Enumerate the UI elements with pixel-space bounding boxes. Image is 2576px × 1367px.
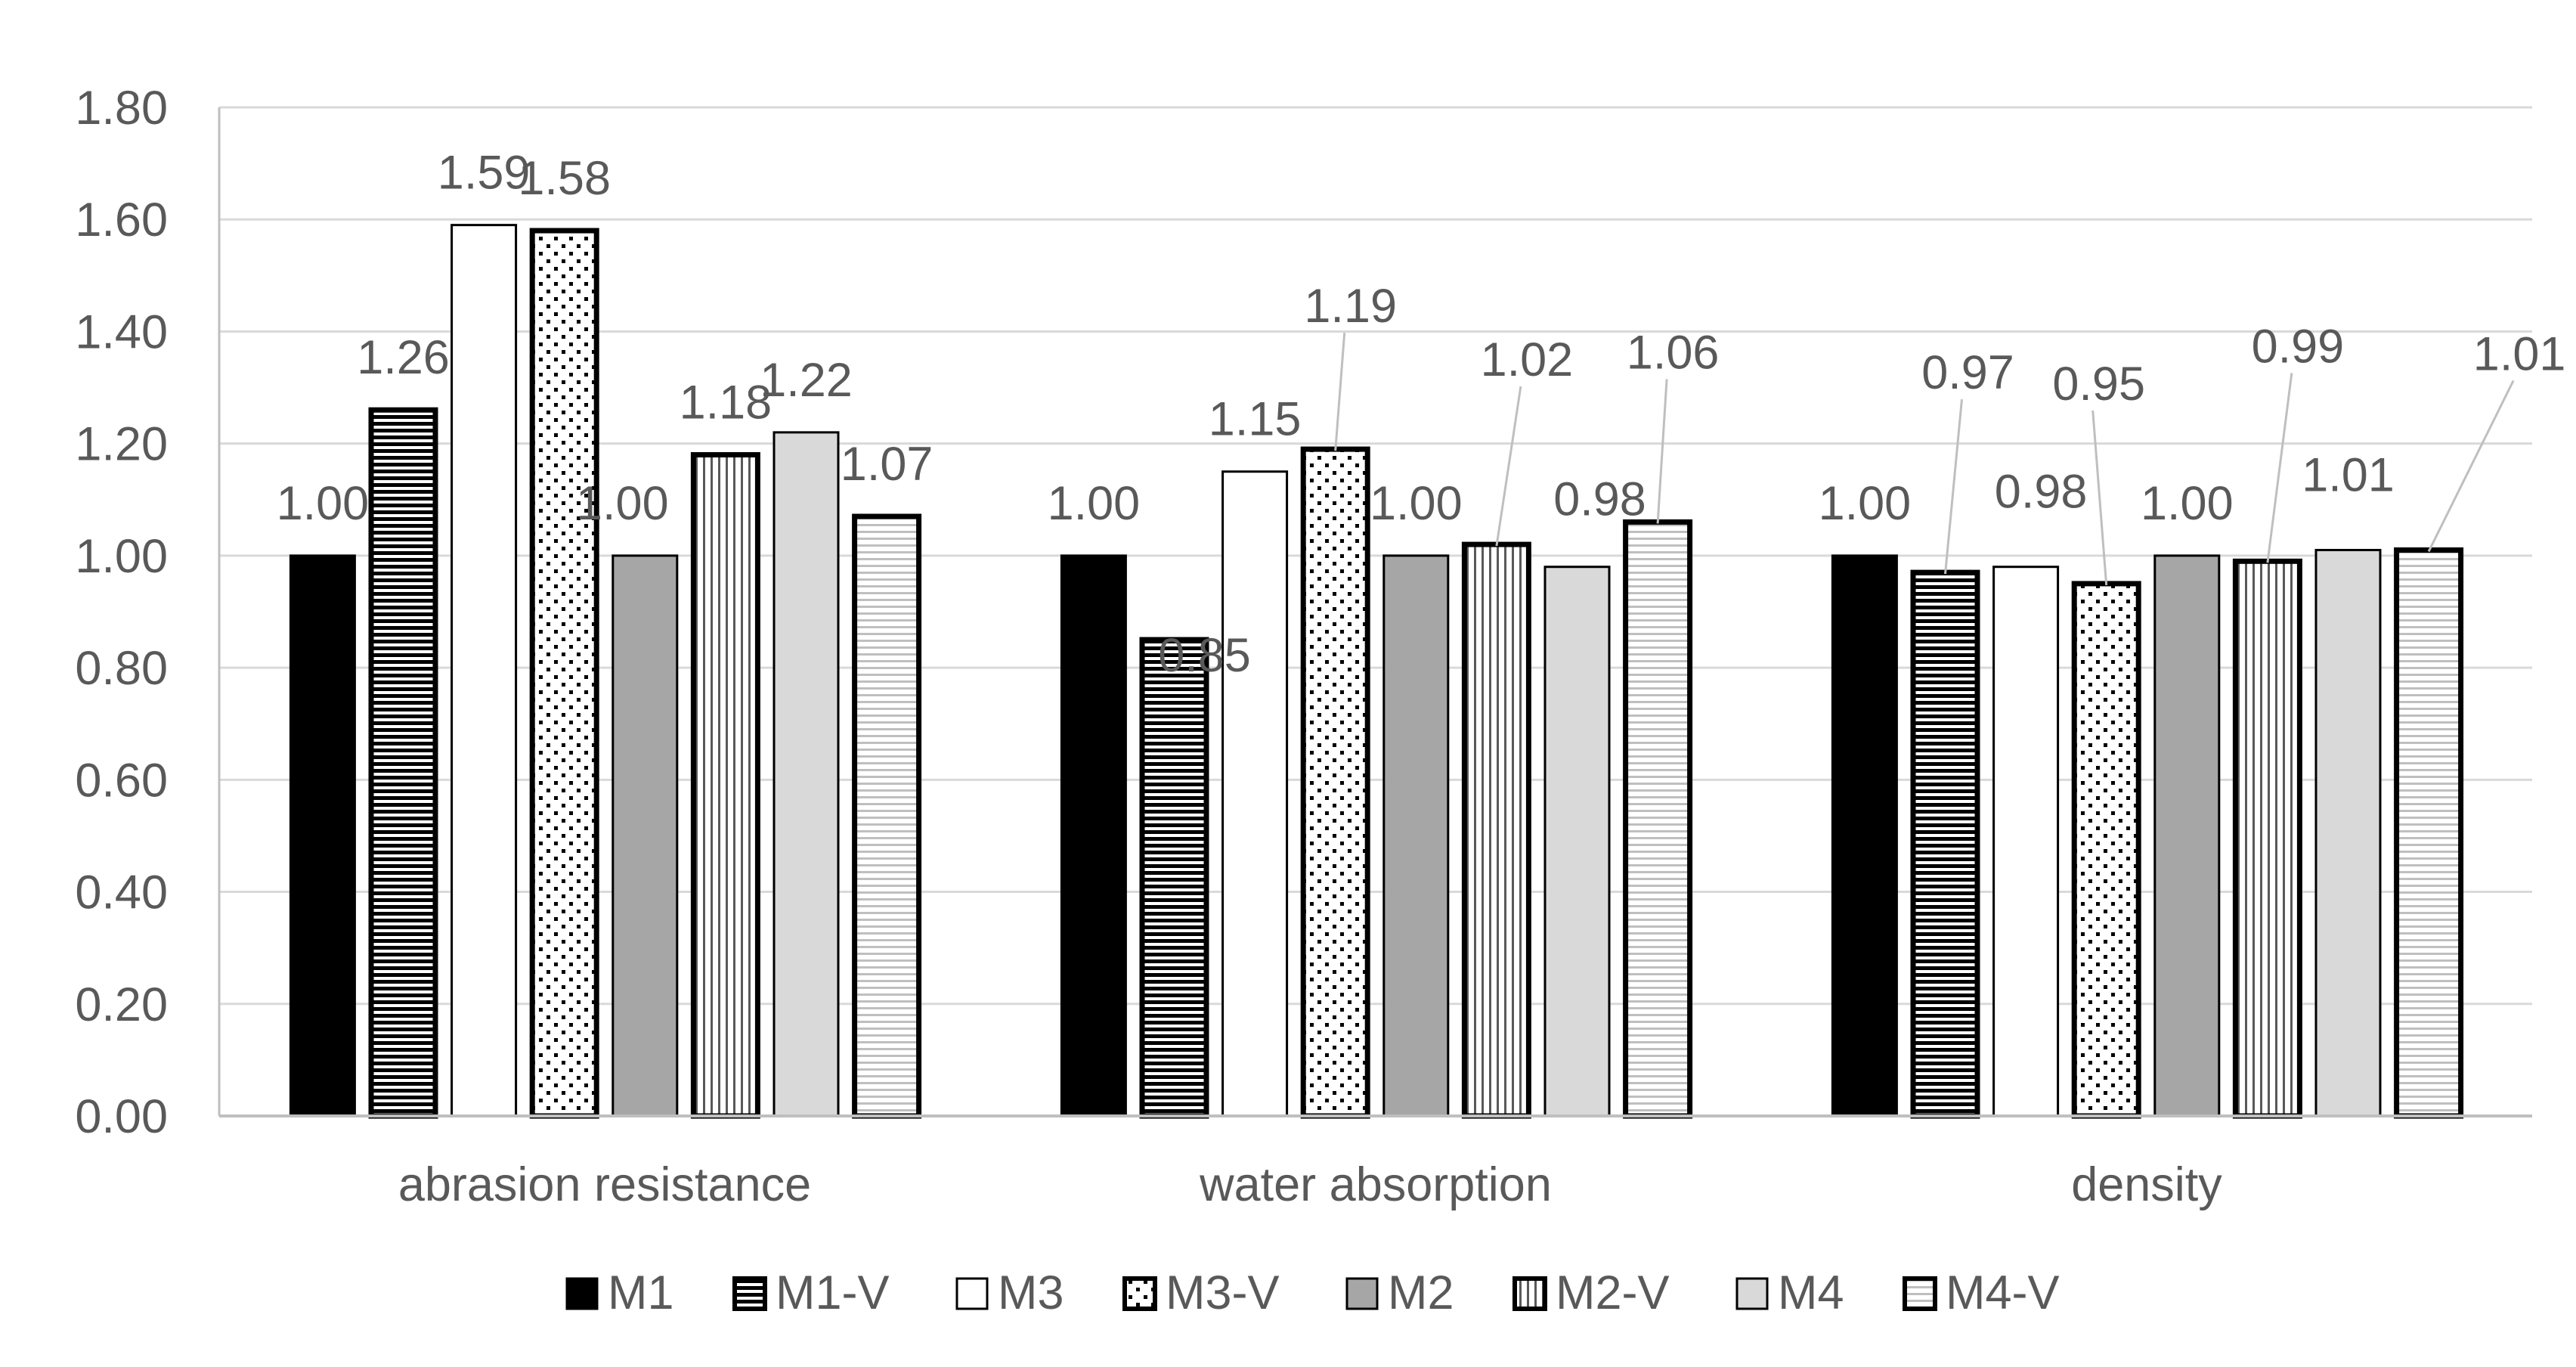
bar-m4-v-1 <box>1626 522 1690 1116</box>
bar-m2-v-1 <box>1464 544 1528 1116</box>
data-label-m4-2: 1.01 <box>2302 448 2395 501</box>
y-tick-label: 0.40 <box>75 866 168 919</box>
legend-item-m4-v: M4-V <box>1905 1266 2060 1319</box>
legend-label: M3 <box>998 1266 1064 1319</box>
data-label-m1-v-2: 0.97 <box>1921 346 2014 399</box>
leader-line <box>1658 379 1667 523</box>
data-label-m2-0: 1.00 <box>576 477 669 530</box>
data-label-m3-2: 0.98 <box>1995 466 2088 519</box>
legend-label: M4-V <box>1946 1266 2060 1319</box>
leader-line <box>2093 411 2107 585</box>
y-tick-label: 0.60 <box>75 754 168 807</box>
data-label-m2-1: 1.00 <box>1370 477 1463 530</box>
y-tick-label: 1.60 <box>75 194 168 246</box>
legend-label: M3-V <box>1166 1266 1280 1319</box>
leader-line <box>1497 386 1521 546</box>
y-tick-label: 0.00 <box>75 1090 168 1143</box>
bar-m1-1 <box>1061 556 1125 1116</box>
legend-item-m2-v: M2-V <box>1515 1266 1670 1319</box>
bar-m4-2 <box>2316 550 2380 1116</box>
bar-m2-1 <box>1384 556 1448 1116</box>
bar-m3-v-2 <box>2074 584 2138 1116</box>
y-tick-label: 1.40 <box>75 305 168 358</box>
bar-m2-0 <box>613 556 677 1116</box>
data-label-m1-2: 1.00 <box>1819 477 1912 530</box>
bar-chart: 0.00 0.20 0.40 0.60 0.80 1.00 1.20 1.40 1.60 1.80… <box>0 0 2576 1367</box>
bar-m3-1 <box>1223 472 1287 1116</box>
legend-label: M2-V <box>1556 1266 1670 1319</box>
legend-item-m1-v: M1-V <box>735 1266 890 1319</box>
bar-m2-v-0 <box>693 454 757 1116</box>
data-label-m2-v-0: 1.18 <box>680 376 772 429</box>
bar-m2-2 <box>2155 556 2219 1116</box>
data-label-m4-v-2: 1.01 <box>2473 327 2566 380</box>
bar-m1-2 <box>1832 556 1896 1116</box>
data-label-m3-1: 1.15 <box>1209 393 1302 446</box>
leader-line <box>2429 380 2513 551</box>
legend-item-m1: M1 <box>567 1266 674 1319</box>
data-label-m4-v-0: 1.07 <box>841 438 933 491</box>
bar-m4-0 <box>774 432 838 1116</box>
bar-m1-0 <box>290 556 355 1116</box>
category-label: abrasion resistance <box>398 1158 811 1211</box>
y-tick-label: 0.80 <box>75 642 168 695</box>
data-label-m1-1: 1.00 <box>1048 477 1141 530</box>
bar-m3-2 <box>1994 567 2058 1116</box>
data-label-m2-2: 1.00 <box>2141 477 2234 530</box>
data-label-m1-v-0: 1.26 <box>357 331 450 384</box>
data-label-m2-v-1: 1.02 <box>1481 333 1574 386</box>
bar-m4-v-2 <box>2397 550 2461 1116</box>
y-axis-tick-labels: 0.00 0.20 0.40 0.60 0.80 1.00 1.20 1.40 1.60 1.80 <box>75 82 168 1143</box>
y-tick-label: 1.80 <box>75 82 168 135</box>
legend-swatch <box>567 1279 597 1309</box>
legend-item-m3: M3 <box>957 1266 1064 1319</box>
y-tick-label: 1.00 <box>75 530 168 583</box>
data-label-m4-0: 1.22 <box>760 354 853 407</box>
leader-line <box>2268 373 2292 563</box>
data-label-m2-v-2: 0.99 <box>2252 320 2345 373</box>
bar-m1-v-1 <box>1142 640 1206 1116</box>
bar-m3-v-1 <box>1303 449 1367 1116</box>
legend-swatch <box>1515 1279 1545 1309</box>
legend-label: M1-V <box>776 1266 890 1319</box>
legend-swatch <box>1737 1279 1767 1309</box>
legend-swatch <box>957 1279 987 1309</box>
legend-item-m2: M2 <box>1347 1266 1454 1319</box>
legend-item-m3-v: M3-V <box>1125 1266 1280 1319</box>
legend-label: M4 <box>1778 1266 1844 1319</box>
category-label: density <box>2071 1158 2222 1211</box>
data-label-m4-1: 0.98 <box>1553 473 1646 526</box>
legend-swatch <box>735 1279 765 1309</box>
legend-item-m4: M4 <box>1737 1266 1844 1319</box>
bar-m1-v-2 <box>1913 572 1977 1116</box>
bar-m2-v-2 <box>2235 561 2299 1116</box>
y-tick-label: 0.20 <box>75 978 168 1031</box>
legend-swatch <box>1125 1279 1155 1309</box>
data-label-m3-v-2: 0.95 <box>2052 358 2145 411</box>
leader-line <box>1946 399 1962 574</box>
bar-m1-v-0 <box>371 410 435 1116</box>
data-label-m3-0: 1.59 <box>438 147 531 200</box>
data-label-m3-v-0: 1.58 <box>518 152 611 205</box>
bar-m4-v-0 <box>855 516 919 1116</box>
legend-swatch <box>1347 1279 1377 1309</box>
legend-label: M1 <box>608 1266 674 1319</box>
bar-m3-v-0 <box>532 231 596 1116</box>
legend-label: M2 <box>1388 1266 1454 1319</box>
data-label-m3-v-1: 1.19 <box>1304 280 1397 333</box>
data-label-m4-v-1: 1.06 <box>1627 326 1720 379</box>
x-axis-category-labels: abrasion resistance water absorption densi… <box>398 1158 2222 1211</box>
leader-line <box>1336 333 1345 451</box>
legend-swatch <box>1905 1279 1935 1309</box>
category-label: water absorption <box>1199 1158 1552 1211</box>
legend: M1 M1-V M3 M3-V M2 M2-V M4 M4-V <box>567 1266 2060 1319</box>
y-tick-label: 1.20 <box>75 418 168 471</box>
data-label-m1-v-1: 0.85 <box>1158 629 1251 682</box>
bar-m3-0 <box>452 225 516 1116</box>
bar-m4-1 <box>1545 567 1609 1116</box>
data-label-m1-0: 1.00 <box>277 477 370 530</box>
